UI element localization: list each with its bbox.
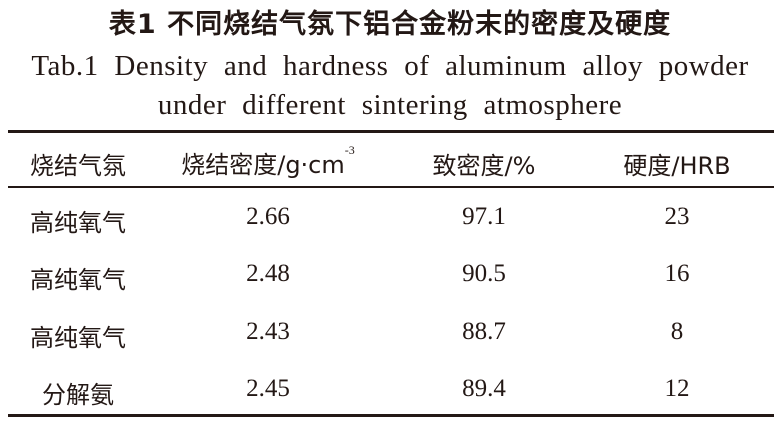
header-rule (8, 186, 774, 188)
bottom-rule (8, 414, 774, 417)
top-rule (8, 130, 774, 133)
cell-density: 2.48 (246, 260, 290, 287)
cell-atmosphere: 高纯氧气 (30, 266, 126, 294)
cell-density: 2.66 (246, 203, 290, 230)
cell-relative-density: 97.1 (462, 203, 506, 230)
cell-hardness: 23 (664, 203, 690, 230)
header-relative-density: 致密度/% (432, 152, 536, 180)
header-density: 烧结密度/g·cm-3 (181, 143, 355, 180)
cell-atmosphere: 高纯氧气 (30, 324, 126, 352)
cell-density: 2.43 (246, 318, 290, 345)
cell-hardness: 12 (664, 375, 690, 402)
header-hardness: 硬度/HRB (623, 152, 731, 180)
cell-relative-density: 88.7 (462, 318, 506, 345)
cell-atmosphere: 高纯氧气 (30, 209, 126, 237)
cell-atmosphere: 分解氨 (42, 381, 114, 409)
table-title-en-line1: Tab.1 Density and hardness of aluminum a… (31, 50, 749, 82)
header-atmosphere: 烧结气氛 (30, 152, 126, 180)
table-title-cn: 表1 不同烧结气氛下铝合金粉末的密度及硬度 (108, 9, 672, 40)
cell-hardness: 8 (670, 318, 684, 345)
cell-relative-density: 89.4 (462, 375, 506, 402)
cell-density: 2.45 (246, 375, 290, 402)
cell-relative-density: 90.5 (462, 260, 506, 287)
table-title-en-line2: under different sintering atmosphere (157, 89, 623, 121)
header-density-label: 烧结密度/g·cm (181, 151, 345, 179)
header-density-sup: -3 (344, 143, 355, 157)
cell-hardness: 16 (664, 260, 690, 287)
